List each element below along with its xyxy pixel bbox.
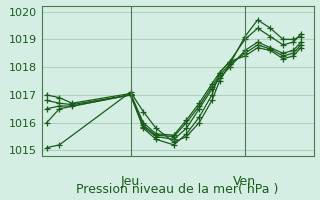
Text: Ven: Ven bbox=[233, 175, 257, 188]
Text: Pression niveau de la mer( hPa ): Pression niveau de la mer( hPa ) bbox=[76, 183, 279, 196]
Text: Jeu: Jeu bbox=[121, 175, 140, 188]
